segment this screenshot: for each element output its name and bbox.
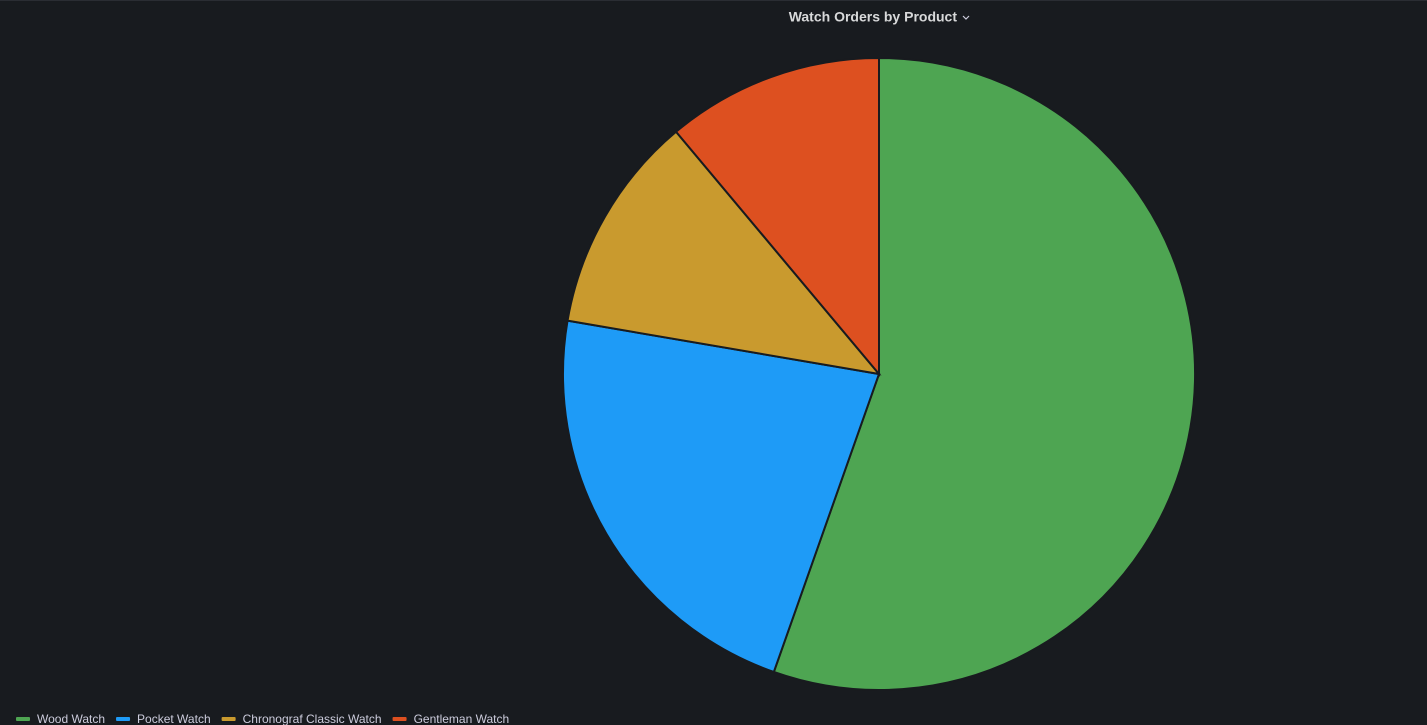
- pie-slice: [566, 130, 882, 376]
- legend-label[interactable]: Gentleman Watch: [414, 712, 510, 725]
- legend-label[interactable]: Pocket Watch: [137, 712, 211, 725]
- title-menu-icon[interactable]: [962, 15, 970, 20]
- chart-title[interactable]: Watch Orders by Product: [789, 9, 958, 25]
- legend-swatch: [392, 717, 407, 721]
- legend-swatch: [221, 717, 236, 721]
- pie-slice: [562, 319, 881, 674]
- legend-swatch: [16, 717, 30, 721]
- legend-label[interactable]: Wood Watch: [37, 712, 105, 725]
- legend-swatch: [116, 717, 131, 721]
- pie-slice: [674, 56, 880, 377]
- legend-label[interactable]: Chronograf Classic Watch: [243, 712, 382, 725]
